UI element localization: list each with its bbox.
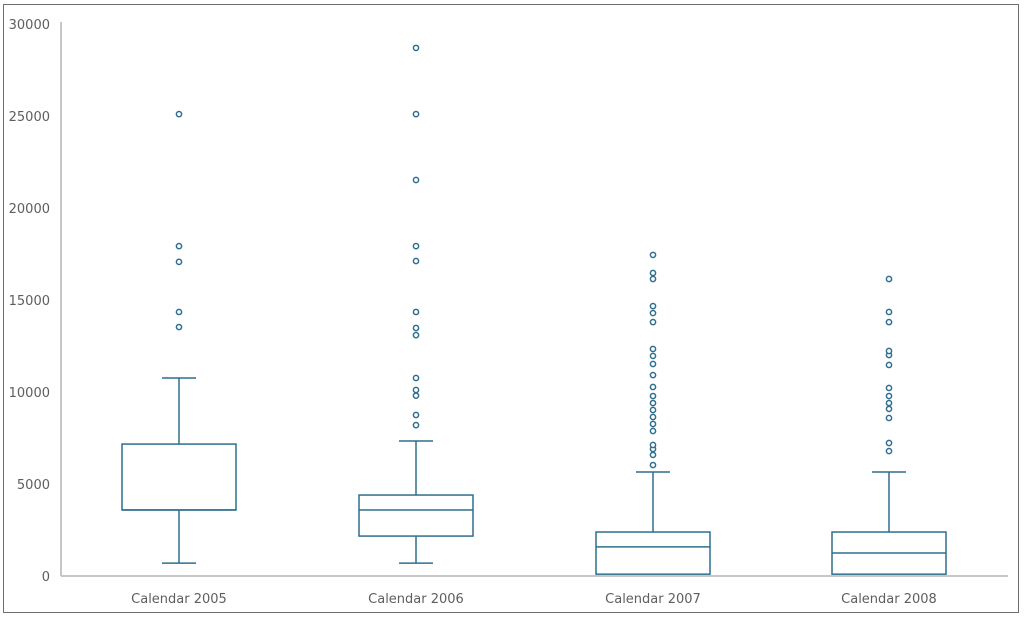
outlier-point[interactable] — [175, 110, 183, 118]
x-category-label: Calendar 2006 — [368, 592, 464, 607]
outlier-point[interactable] — [175, 242, 183, 250]
outlier-point[interactable] — [885, 318, 893, 326]
y-tick-label: 5000 — [17, 478, 50, 493]
outlier-point[interactable] — [649, 318, 657, 326]
chart-frame — [3, 4, 1019, 613]
iqr-box — [121, 443, 237, 511]
x-category-label: Calendar 2007 — [605, 592, 701, 607]
y-axis: 0 5000 10000 15000 20000 25000 30000 — [9, 18, 62, 585]
outlier-point[interactable] — [412, 44, 420, 52]
outlier-point[interactable] — [885, 399, 893, 407]
outlier-point[interactable] — [649, 360, 657, 368]
iqr-box — [358, 494, 474, 537]
outlier-point[interactable] — [649, 392, 657, 400]
outlier-point[interactable] — [885, 405, 893, 413]
outlier-point[interactable] — [649, 269, 657, 277]
outlier-point[interactable] — [175, 308, 183, 316]
outlier-point[interactable] — [649, 371, 657, 379]
outlier-point[interactable] — [412, 392, 420, 400]
outlier-point[interactable] — [412, 421, 420, 429]
outlier-point[interactable] — [412, 308, 420, 316]
outlier-point[interactable] — [649, 461, 657, 469]
outlier-point[interactable] — [649, 383, 657, 391]
outlier-point[interactable] — [649, 420, 657, 428]
outlier-point[interactable] — [885, 439, 893, 447]
x-category-label: Calendar 2008 — [841, 592, 937, 607]
outlier-point[interactable] — [412, 257, 420, 265]
outlier-point[interactable] — [649, 406, 657, 414]
outlier-point[interactable] — [885, 392, 893, 400]
outlier-point[interactable] — [412, 374, 420, 382]
outlier-point[interactable] — [649, 399, 657, 407]
outlier-point[interactable] — [649, 352, 657, 360]
outlier-point[interactable] — [885, 414, 893, 422]
y-tick-label: 10000 — [9, 386, 50, 401]
outlier-point[interactable] — [412, 242, 420, 250]
outlier-point[interactable] — [412, 411, 420, 419]
outlier-point[interactable] — [412, 386, 420, 394]
outlier-point[interactable] — [885, 384, 893, 392]
outlier-point[interactable] — [649, 309, 657, 317]
outlier-point[interactable] — [175, 323, 183, 331]
outlier-point[interactable] — [649, 441, 657, 449]
outlier-point[interactable] — [649, 427, 657, 435]
iqr-box — [595, 531, 711, 575]
outlier-point[interactable] — [412, 176, 420, 184]
outlier-point[interactable] — [412, 324, 420, 332]
outlier-point[interactable] — [649, 251, 657, 259]
y-tick-label: 15000 — [9, 294, 50, 309]
outlier-point[interactable] — [412, 110, 420, 118]
outlier-point[interactable] — [649, 302, 657, 310]
box-series — [121, 44, 947, 575]
y-tick-label: 25000 — [9, 110, 50, 125]
box-calendar-2007[interactable] — [595, 251, 711, 575]
x-category-label: Calendar 2005 — [131, 592, 227, 607]
outlier-point[interactable] — [885, 347, 893, 355]
outlier-point[interactable] — [885, 275, 893, 283]
outlier-point[interactable] — [885, 308, 893, 316]
box-calendar-2006[interactable] — [358, 44, 474, 564]
box-calendar-2005[interactable] — [121, 110, 237, 564]
y-tick-label: 20000 — [9, 202, 50, 217]
outlier-point[interactable] — [649, 275, 657, 283]
outlier-point[interactable] — [649, 451, 657, 459]
box-calendar-2008[interactable] — [831, 275, 947, 575]
outlier-point[interactable] — [649, 345, 657, 353]
y-tick-label: 30000 — [9, 18, 50, 33]
y-tick-label: 0 — [42, 570, 50, 585]
outlier-point[interactable] — [885, 361, 893, 369]
x-axis: Calendar 2005 Calendar 2006 Calendar 2007 C… — [61, 575, 1008, 607]
outlier-point[interactable] — [175, 258, 183, 266]
outlier-point[interactable] — [649, 413, 657, 421]
outlier-point[interactable] — [885, 447, 893, 455]
outlier-point[interactable] — [412, 331, 420, 339]
